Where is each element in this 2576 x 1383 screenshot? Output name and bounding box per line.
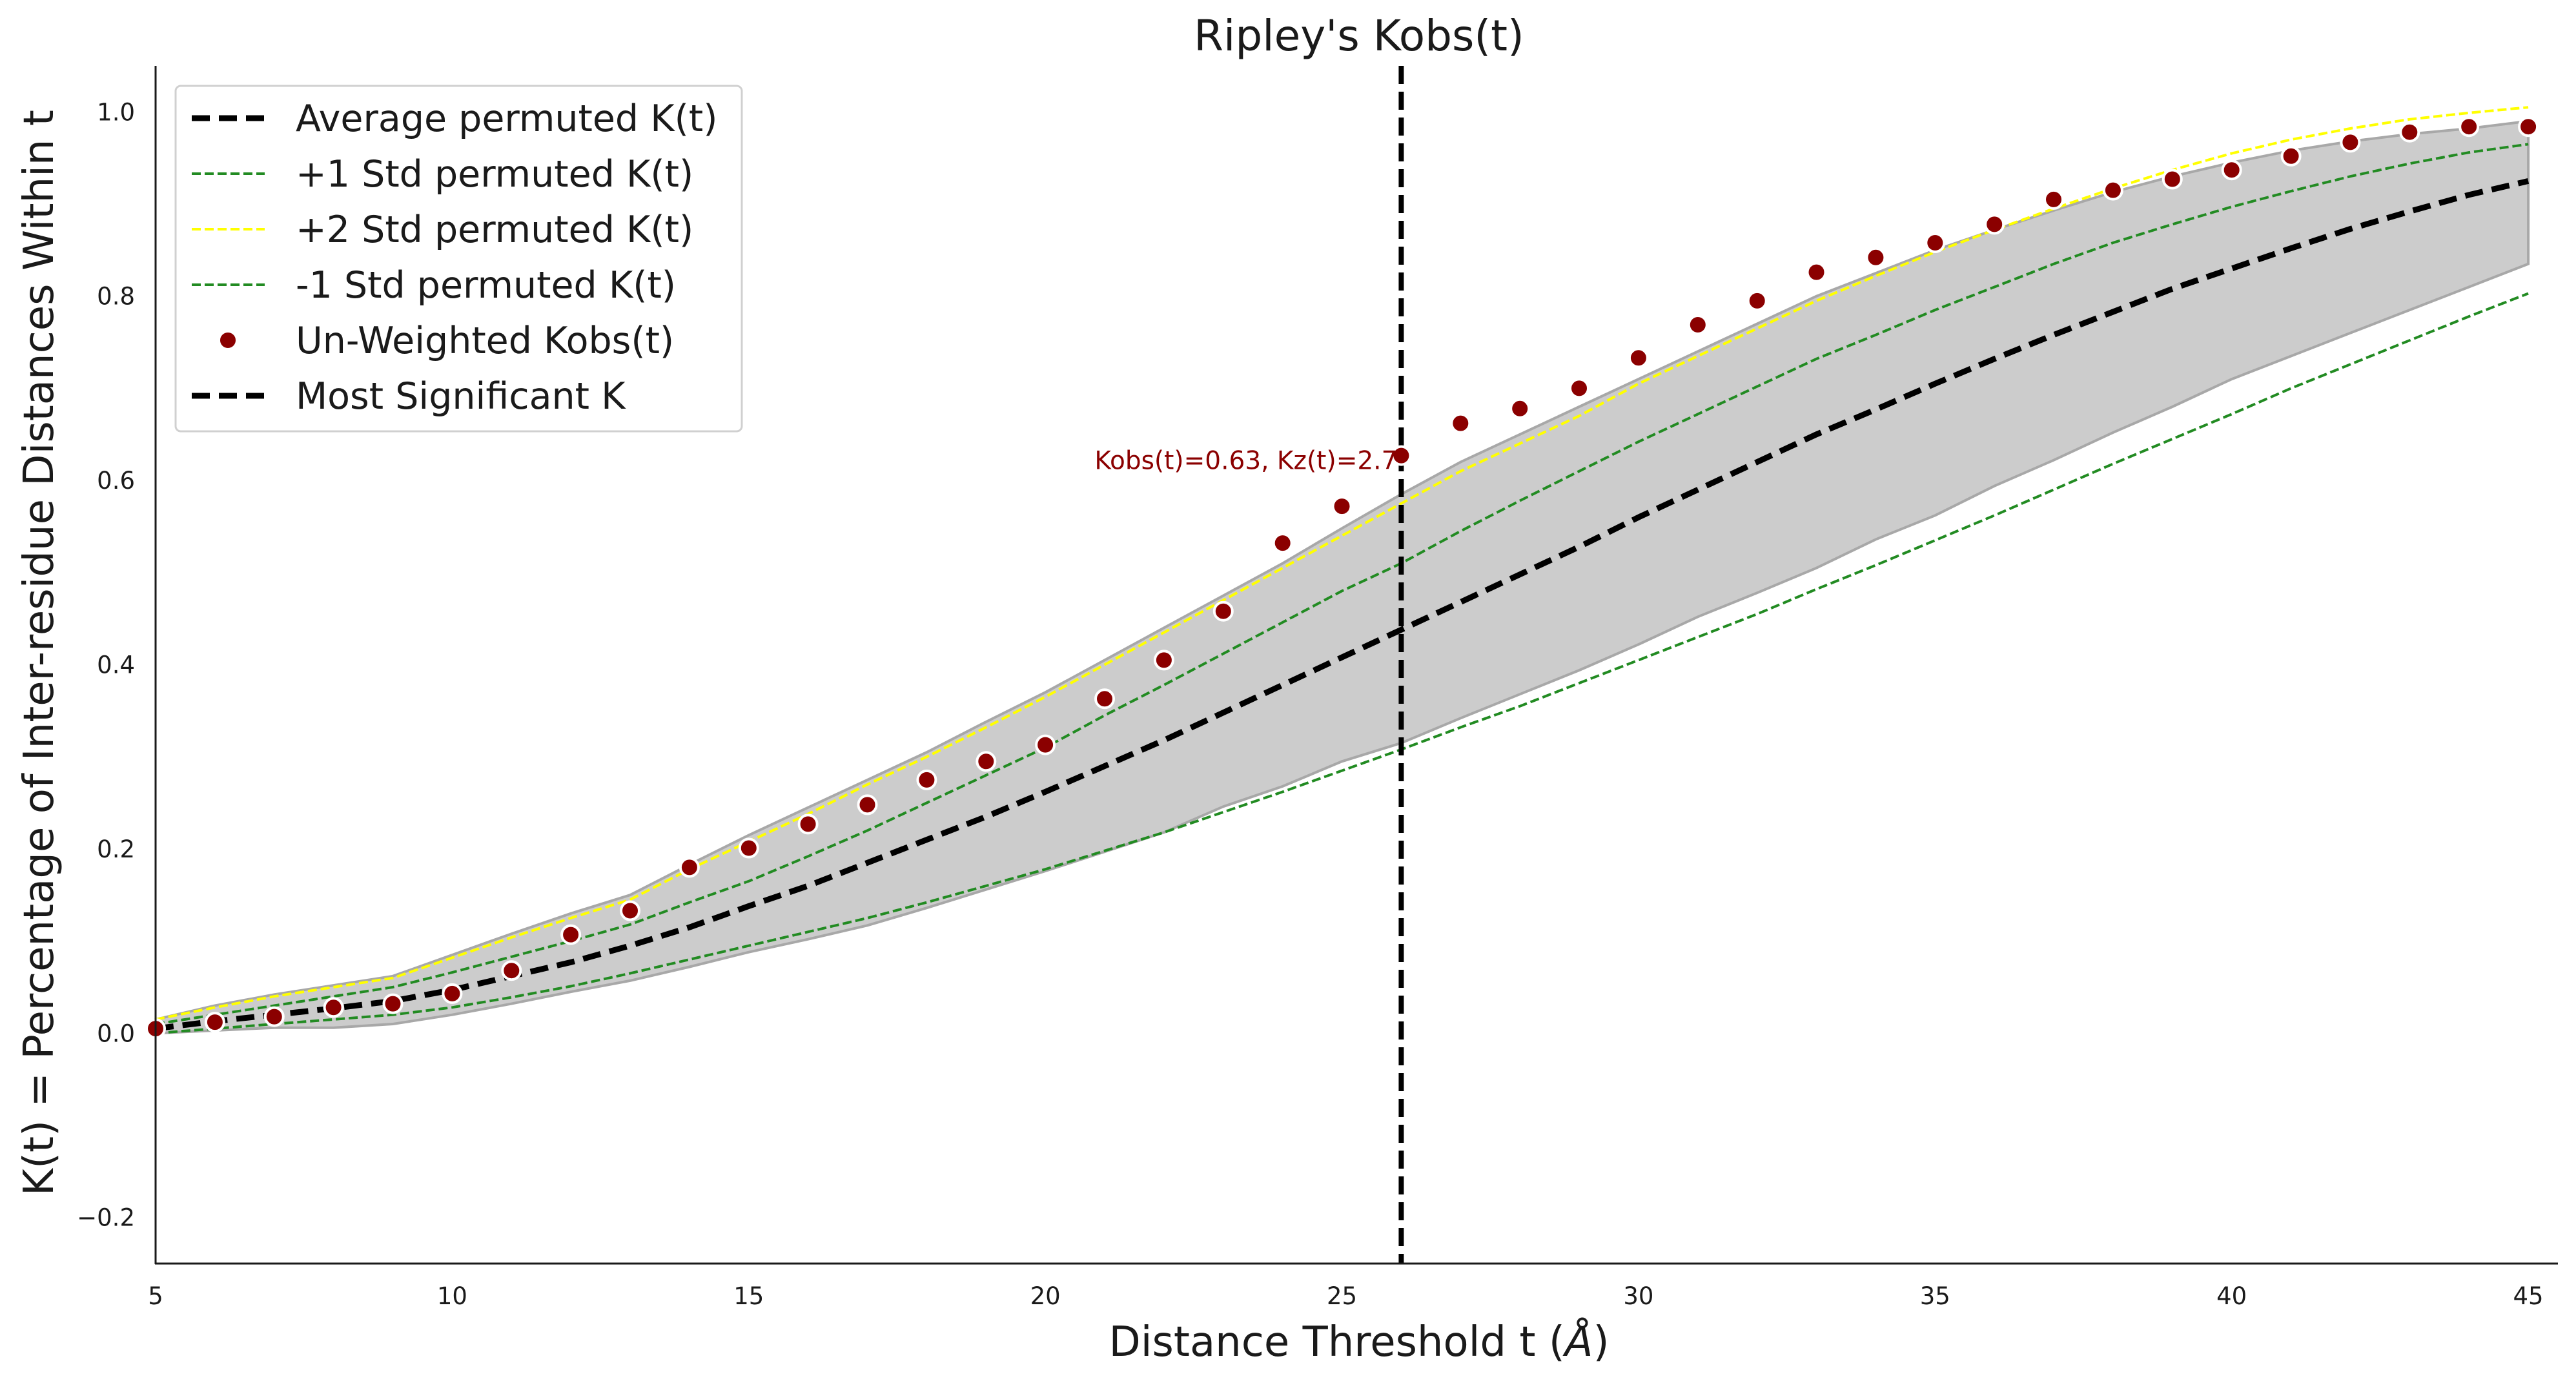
kobs-point	[2162, 169, 2183, 190]
legend-label: -1 Std permuted K(t)	[296, 264, 676, 307]
y-tick-label: 0.0	[97, 1019, 135, 1047]
kobs-point	[1746, 290, 1768, 311]
y-tick-label: 0.6	[97, 467, 135, 495]
kobs-point	[620, 900, 640, 921]
annotation-label: Kobs(t)=0.63, Kz(t)=2.7	[1094, 446, 1397, 475]
kobs-point	[1331, 496, 1353, 517]
x-tick-label: 5	[148, 1282, 163, 1310]
legend-label: Un-Weighted Kobs(t)	[296, 320, 674, 362]
kobs-point	[2043, 189, 2064, 210]
legend-swatch	[218, 330, 238, 351]
kobs-point	[1509, 398, 1531, 419]
kobs-point	[2518, 116, 2539, 138]
confidence-band	[154, 119, 2530, 1035]
kobs-point	[1569, 378, 1590, 399]
kobs-point	[1925, 232, 1946, 253]
kobs-point	[2221, 159, 2242, 181]
legend-label: +2 Std permuted K(t)	[296, 209, 693, 251]
series-line-average-permuted-k-t	[155, 178, 2530, 1032]
kobs-point	[1865, 247, 1886, 268]
kobs-point	[976, 751, 997, 772]
kobs-point	[738, 837, 759, 859]
x-tick-label: 20	[1030, 1282, 1061, 1310]
chart-title: Ripley's Kobs(t)	[1194, 11, 1524, 61]
y-tick-label: 0.2	[97, 835, 135, 863]
y-axis-label: K(t) = Percentage of Inter-residue Dista…	[15, 110, 63, 1196]
y-tick-label: −0.2	[77, 1204, 135, 1232]
kobs-point	[382, 993, 404, 1014]
kobs-point	[1212, 600, 1234, 622]
kobs-point	[560, 924, 582, 945]
kobs-point	[1628, 347, 1649, 369]
series-line--1-std-permuted-k-t	[155, 143, 2529, 1025]
kobs-point	[1391, 445, 1412, 466]
kobs-point	[1035, 734, 1056, 755]
x-axis-label: Distance Threshold t (Å)	[1109, 1317, 1609, 1366]
x-tick-label: 40	[2216, 1282, 2247, 1310]
x-tick-label: 35	[1920, 1282, 1950, 1310]
kobs-point	[916, 769, 937, 790]
kobs-point	[2280, 145, 2302, 167]
kobs-point	[679, 857, 700, 878]
series-line--1-std-permuted-k-t	[155, 292, 2529, 1035]
legend-label: Average permuted K(t)	[296, 97, 717, 140]
y-tick-label: 1.0	[97, 98, 135, 126]
kobs-point	[2102, 179, 2123, 201]
kobs-point	[263, 1006, 285, 1027]
kobs-point	[1272, 533, 1293, 554]
kobs-point	[797, 814, 819, 835]
x-tick-label: 30	[1623, 1282, 1653, 1310]
kobs-point	[501, 960, 522, 981]
legend-label: Most Significant K	[296, 375, 626, 418]
kobs-point	[1153, 650, 1174, 671]
y-tick-label: 0.8	[97, 283, 135, 311]
x-tick-label: 45	[2513, 1282, 2544, 1310]
kobs-point	[442, 983, 463, 1004]
kobs-point	[2340, 132, 2361, 153]
kobs-point	[1094, 688, 1115, 710]
kobs-point	[2458, 116, 2480, 138]
kobs-point	[204, 1012, 225, 1033]
kobs-point	[323, 997, 344, 1018]
x-tick-label: 15	[733, 1282, 764, 1310]
x-tick-label: 10	[437, 1282, 467, 1310]
kobs-point	[1450, 413, 1471, 434]
series-line--2-std-permuted-k-t	[155, 106, 2529, 1021]
y-tick-label: 0.4	[97, 651, 135, 679]
kobs-point	[2399, 121, 2420, 143]
kobs-point	[1984, 214, 2005, 235]
kobs-point	[1806, 261, 1827, 283]
legend: Average permuted K(t) +1 Std permuted K(t…	[174, 85, 743, 433]
kobs-point	[1687, 314, 1708, 335]
legend-box	[174, 85, 743, 433]
plot-area: Kobs(t)=0.63, Kz(t)=2.7	[145, 66, 2539, 1264]
legend-label: +1 Std permuted K(t)	[296, 153, 693, 196]
axes: 5 10 15 20 25 30 35 40 45 −0.2 0.0 0.2 0.4 0.6 0.8 1.0	[77, 66, 2558, 1310]
x-tick-label: 25	[1327, 1282, 1357, 1310]
kobs-point	[857, 794, 878, 815]
